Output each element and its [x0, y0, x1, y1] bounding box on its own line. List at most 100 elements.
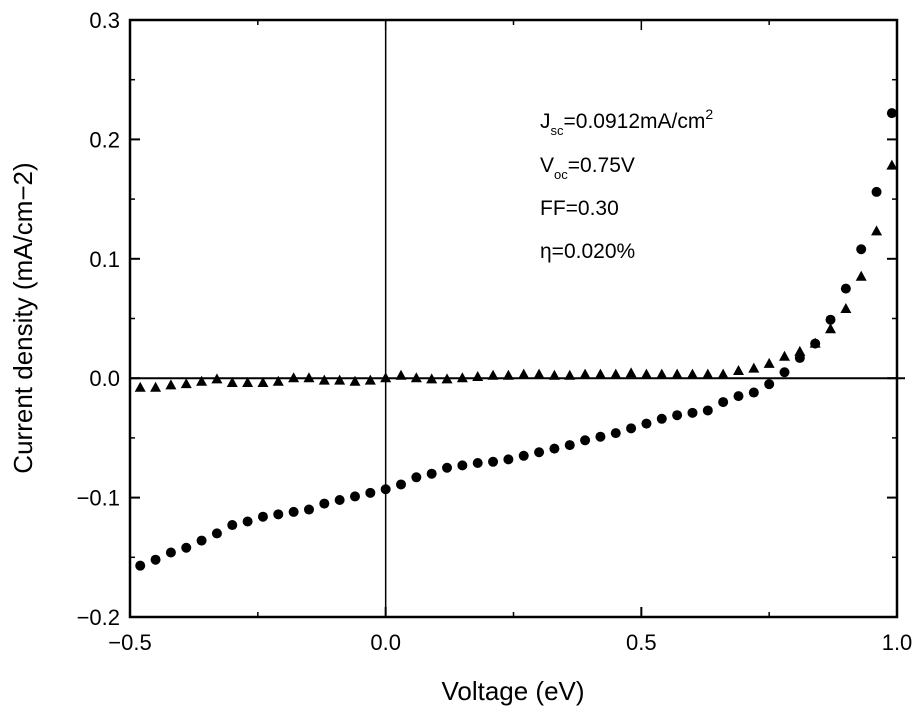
voc-main: V: [540, 154, 554, 177]
y-tick-label: 0.3: [89, 8, 120, 33]
x-tick-label: 1.0: [882, 630, 913, 655]
data-point-dark: [272, 375, 284, 386]
annotation-eta: η=0.020%: [540, 240, 635, 263]
x-tick-label: 0.5: [626, 630, 657, 655]
data-point-illuminated: [181, 542, 192, 553]
data-point-illuminated: [886, 108, 897, 119]
data-point-dark: [456, 372, 468, 383]
data-point-dark: [548, 369, 560, 380]
data-point-dark: [794, 345, 806, 356]
voc-rest: =0.75V: [568, 154, 635, 177]
data-point-illuminated: [656, 413, 667, 424]
y-tick-label: −0.2: [77, 605, 120, 630]
data-point-dark: [257, 376, 269, 387]
data-point-illuminated: [748, 387, 759, 398]
data-point-illuminated: [380, 484, 391, 495]
data-point-illuminated: [549, 443, 560, 454]
data-point-dark: [334, 374, 346, 385]
data-point-dark: [564, 369, 576, 380]
data-point-illuminated: [702, 405, 713, 416]
data-point-dark: [487, 369, 499, 380]
data-point-dark: [288, 372, 300, 383]
plot-frame: [128, 18, 899, 619]
data-point-dark: [855, 270, 867, 281]
data-point-dark: [318, 374, 330, 385]
y-tick-label: 0.1: [89, 247, 120, 272]
data-point-illuminated: [303, 504, 314, 515]
data-point-illuminated: [687, 407, 698, 418]
data-point-illuminated: [196, 535, 207, 546]
data-point-dark: [364, 374, 376, 385]
jsc-sup: 2: [705, 106, 713, 122]
data-point-dark: [180, 378, 192, 389]
data-point-illuminated: [564, 440, 575, 451]
data-point-illuminated: [242, 516, 253, 527]
data-point-illuminated: [580, 435, 591, 446]
data-point-illuminated: [288, 506, 299, 517]
data-point-dark: [686, 368, 698, 379]
y-tick-label: 0.2: [89, 127, 120, 152]
data-point-illuminated: [641, 418, 652, 429]
data-point-illuminated: [825, 314, 836, 325]
data-point-illuminated: [718, 397, 729, 408]
annotation-block: Jsc=0.0912mA/cm2 Voc=0.75V FF=0.30 η=0.0…: [540, 106, 713, 263]
data-point-dark: [165, 379, 177, 390]
data-point-illuminated: [488, 456, 499, 467]
data-point-dark: [825, 323, 837, 334]
y-tick-label: 0.0: [89, 366, 120, 391]
data-point-illuminated: [442, 462, 453, 473]
data-point-dark: [671, 368, 683, 379]
x-axis-label: Voltage (eV): [441, 676, 584, 706]
data-point-illuminated: [840, 283, 851, 294]
annotation-jsc: Jsc=0.0912mA/cm2: [540, 106, 713, 138]
data-point-dark: [656, 368, 668, 379]
x-tick-label: 0.0: [370, 630, 401, 655]
data-point-dark: [640, 368, 652, 379]
data-point-dark: [410, 372, 422, 383]
data-point-illuminated: [733, 391, 744, 402]
data-point-illuminated: [472, 457, 483, 468]
data-point-illuminated: [534, 447, 545, 458]
data-point-dark: [579, 368, 591, 379]
annotation-ff: FF=0.30: [540, 197, 619, 220]
data-point-illuminated: [856, 244, 867, 255]
data-point-dark: [871, 225, 883, 236]
data-point-dark: [134, 381, 146, 392]
data-point-illuminated: [595, 431, 606, 442]
data-point-dark: [610, 368, 622, 379]
data-point-dark: [395, 369, 407, 380]
data-point-dark: [196, 375, 208, 386]
data-point-dark: [732, 365, 744, 376]
data-point-dark: [349, 375, 361, 386]
voc-sub: oc: [554, 167, 568, 182]
data-point-illuminated: [135, 560, 146, 571]
data-point-dark: [594, 368, 606, 379]
data-point-dark: [809, 337, 821, 348]
data-point-dark: [426, 373, 438, 384]
data-point-illuminated: [764, 379, 775, 390]
data-point-illuminated: [227, 520, 238, 531]
data-point-dark: [380, 372, 392, 383]
data-point-illuminated: [503, 454, 514, 465]
data-point-dark: [717, 368, 729, 379]
data-point-illuminated: [779, 367, 790, 378]
y-tick-label: −0.1: [77, 486, 120, 511]
data-point-dark: [533, 368, 545, 379]
data-point-dark: [518, 368, 530, 379]
data-point-dark: [625, 367, 637, 378]
data-point-illuminated: [396, 479, 407, 490]
data-point-dark: [303, 372, 315, 383]
jsc-rest: =0.0912mA/cm: [564, 110, 706, 133]
data-point-dark: [441, 373, 453, 384]
data-point-dark: [472, 371, 484, 382]
data-point-dark: [502, 369, 514, 380]
data-point-illuminated: [273, 509, 284, 520]
data-point-dark: [242, 376, 254, 387]
data-point-illuminated: [610, 428, 621, 439]
data-point-illuminated: [211, 528, 222, 539]
jsc-main: J: [540, 110, 551, 133]
data-point-illuminated: [334, 494, 345, 505]
data-point-illuminated: [165, 547, 176, 558]
data-point-illuminated: [411, 472, 422, 483]
